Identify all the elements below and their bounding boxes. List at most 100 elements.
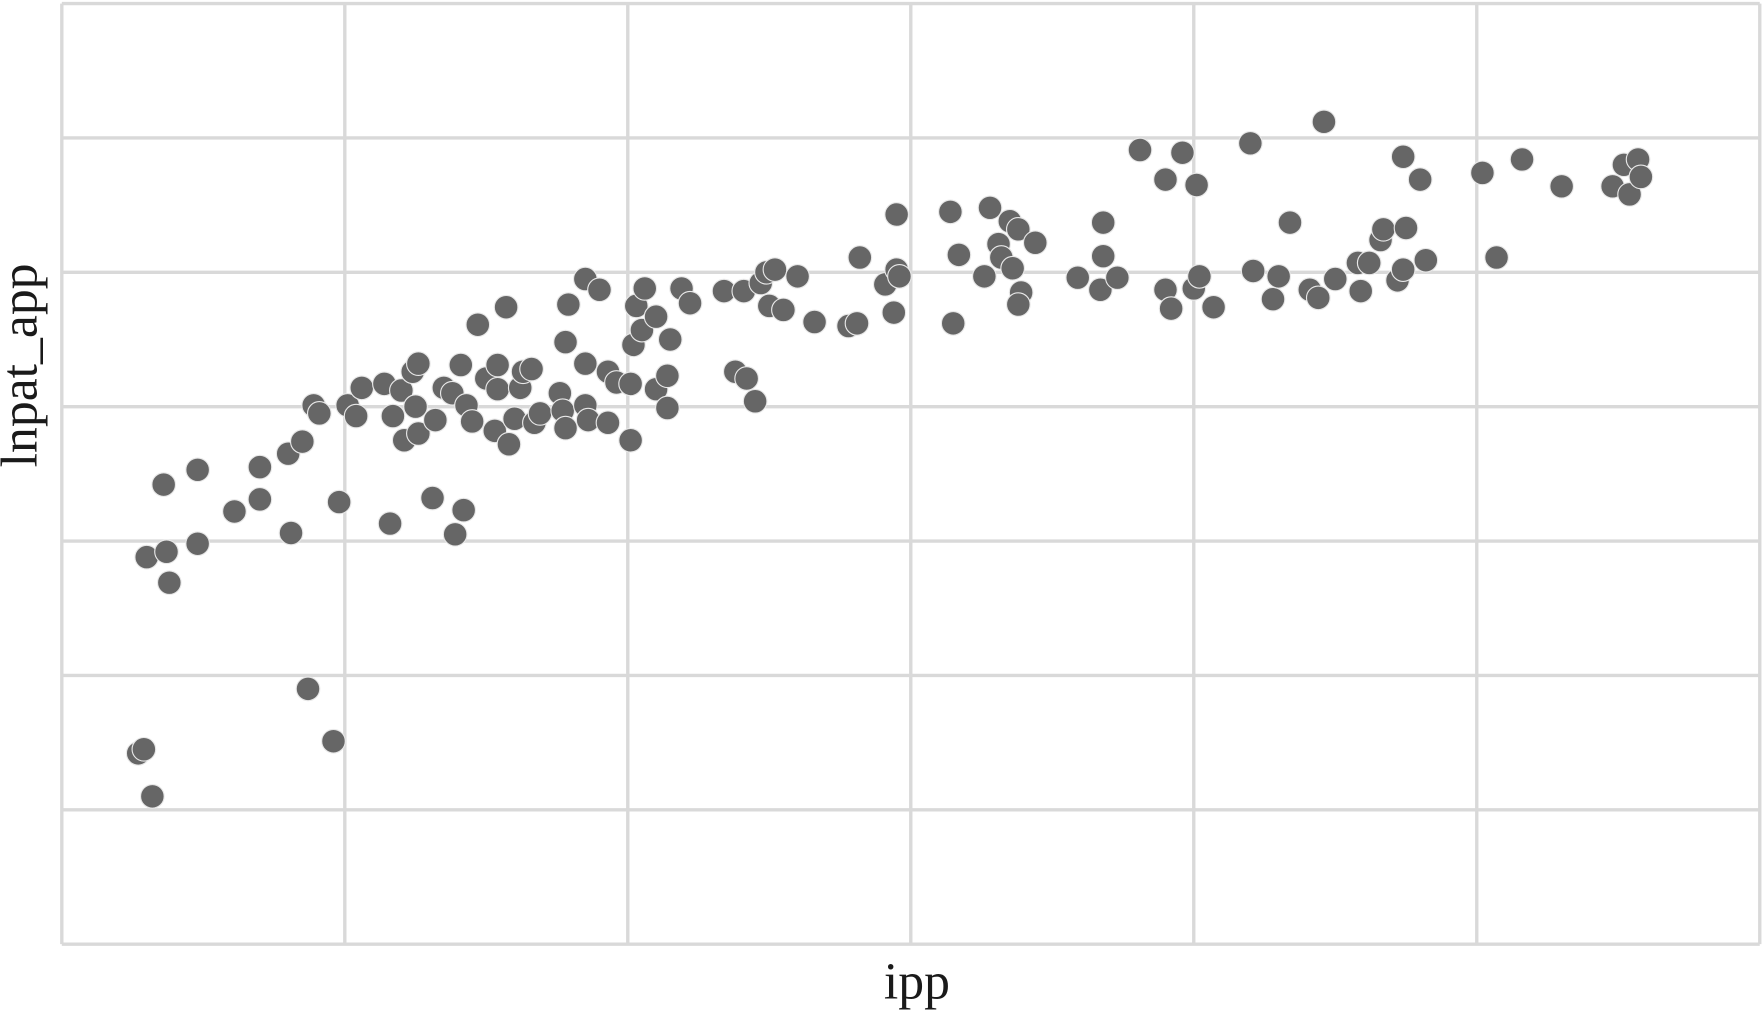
point — [465, 312, 491, 338]
point — [1356, 250, 1382, 276]
point — [1266, 263, 1292, 289]
point — [278, 520, 304, 546]
point — [771, 297, 796, 323]
point — [1240, 258, 1266, 284]
point — [1390, 144, 1416, 170]
point — [1153, 167, 1178, 192]
point — [389, 378, 414, 403]
point — [940, 310, 966, 336]
point — [946, 242, 972, 268]
point — [295, 676, 321, 702]
point — [1407, 167, 1433, 192]
point — [247, 454, 273, 480]
point — [555, 292, 581, 317]
point — [1260, 286, 1286, 312]
point — [977, 195, 1003, 221]
point — [1127, 137, 1153, 163]
point — [1549, 173, 1575, 199]
point — [762, 257, 788, 282]
point — [572, 351, 598, 377]
point — [734, 366, 760, 391]
point — [451, 497, 477, 523]
point — [1628, 164, 1654, 190]
point — [1617, 182, 1642, 207]
point — [887, 263, 912, 289]
point — [185, 457, 211, 483]
point — [618, 371, 643, 397]
point — [1187, 263, 1212, 289]
point — [618, 427, 643, 453]
point — [485, 352, 510, 378]
point — [643, 304, 669, 330]
point — [306, 401, 332, 426]
point — [1305, 285, 1331, 311]
point — [349, 375, 375, 401]
point — [321, 728, 346, 754]
point — [1005, 216, 1031, 242]
point — [1022, 230, 1048, 256]
point — [938, 199, 963, 225]
point — [185, 531, 211, 557]
point — [655, 395, 680, 421]
point — [1201, 294, 1226, 320]
point — [1484, 245, 1509, 270]
point — [1470, 160, 1495, 186]
point — [1105, 265, 1130, 291]
point — [326, 489, 352, 515]
point — [884, 202, 909, 227]
point — [1158, 296, 1184, 321]
point — [1371, 216, 1396, 242]
point — [380, 403, 406, 429]
point — [553, 329, 578, 355]
point — [459, 409, 485, 434]
point — [1090, 243, 1116, 269]
point — [553, 415, 578, 441]
point — [587, 277, 612, 303]
point — [131, 736, 157, 762]
point — [519, 356, 544, 382]
point — [222, 499, 247, 524]
point — [1509, 147, 1535, 172]
point — [1348, 278, 1374, 304]
point — [442, 521, 468, 547]
x-axis-label: ipp — [884, 954, 950, 1011]
point — [595, 410, 621, 436]
point — [1277, 210, 1303, 235]
point — [1311, 109, 1337, 135]
point — [406, 351, 431, 377]
point — [971, 263, 997, 289]
point — [403, 394, 428, 420]
point — [247, 487, 273, 512]
point — [343, 403, 369, 429]
points — [125, 109, 1654, 809]
point — [657, 327, 683, 352]
point — [527, 401, 553, 426]
point — [154, 539, 179, 565]
point — [1090, 210, 1116, 235]
point — [496, 431, 522, 457]
point — [422, 407, 448, 433]
point — [1170, 140, 1195, 166]
point — [1088, 277, 1113, 303]
point — [1005, 292, 1031, 317]
point — [1184, 172, 1209, 198]
point — [847, 245, 873, 270]
point — [377, 511, 403, 536]
grid — [60, 1, 1762, 946]
point — [156, 570, 182, 596]
point — [1000, 255, 1026, 281]
point — [802, 309, 827, 335]
point — [140, 783, 165, 809]
point — [844, 310, 870, 336]
point — [448, 352, 474, 378]
point — [881, 300, 907, 325]
point — [151, 472, 177, 497]
point — [420, 485, 445, 511]
point — [1413, 247, 1439, 273]
y-axis-label: lnpat_app — [0, 263, 49, 467]
point — [485, 376, 510, 402]
point — [406, 421, 431, 446]
point — [632, 276, 658, 301]
point — [742, 388, 768, 414]
